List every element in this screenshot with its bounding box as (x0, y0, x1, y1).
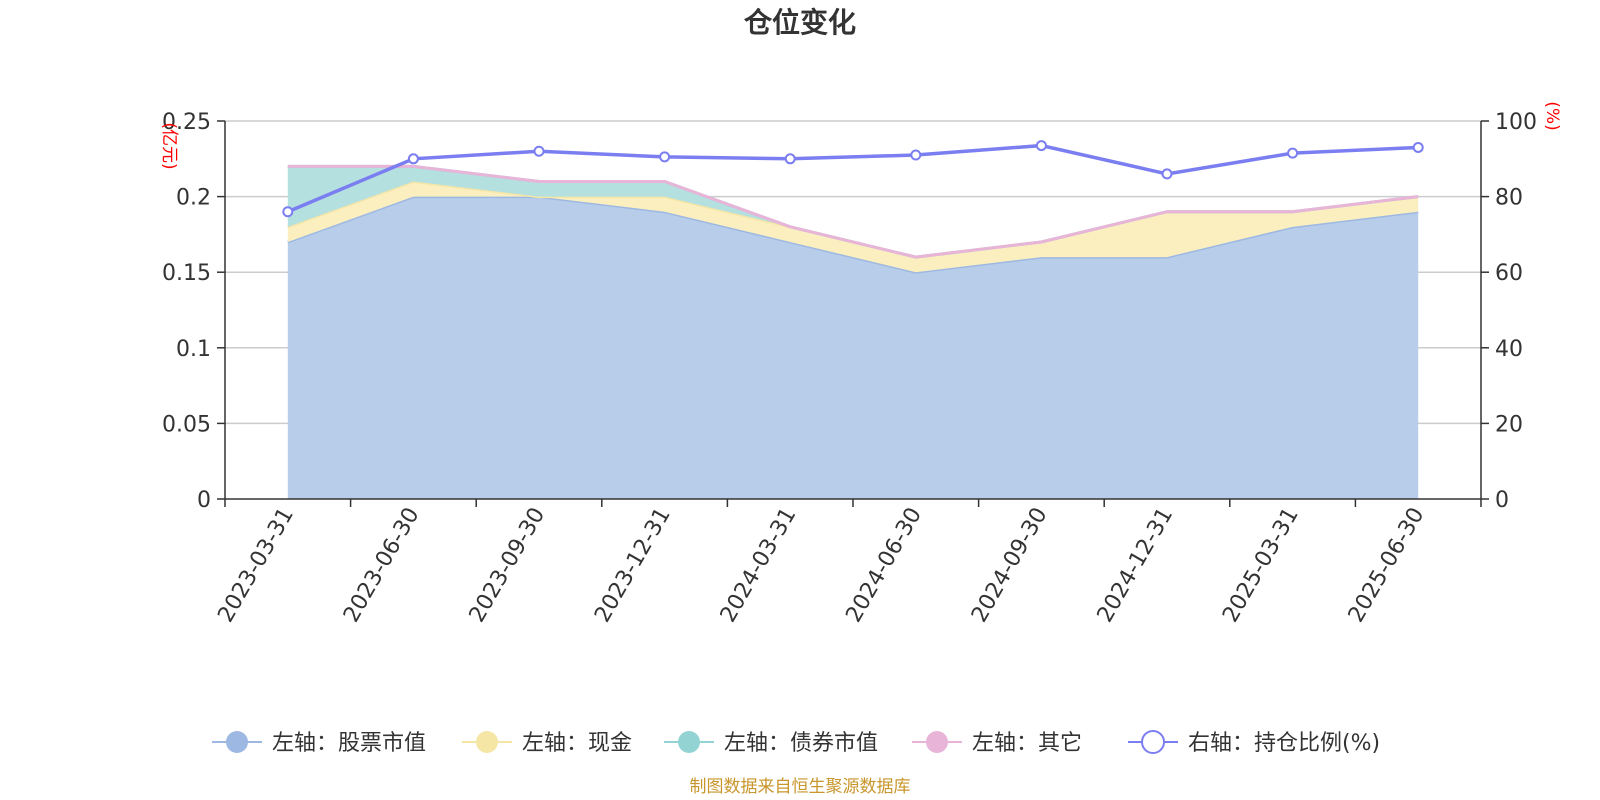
legend-marker-3 (678, 731, 700, 753)
legend-marker-2 (476, 731, 498, 753)
x-tick-label: 2023-12-31 (590, 504, 676, 627)
right-axis-unit: (%) (1542, 101, 1562, 130)
source-note: 制图数据来自恒生聚源数据库 (690, 777, 911, 797)
right-tick-label: 40 (1495, 337, 1523, 362)
x-tick-label: 2023-03-31 (213, 504, 299, 627)
legend-label-2: 左轴：现金 (522, 731, 632, 756)
right-tick-label: 60 (1495, 261, 1523, 286)
right-tick-label: 0 (1495, 488, 1509, 513)
ratio-point (1035, 140, 1047, 152)
ratio-point (1287, 147, 1299, 159)
legend-label-3: 左轴：债券市值 (724, 731, 878, 756)
ratio-point (533, 145, 545, 157)
x-tick-label: 2024-12-31 (1093, 504, 1179, 627)
x-tick-label: 2025-03-31 (1218, 504, 1304, 627)
left-tick-label: 0.05 (162, 412, 211, 437)
legend: 左轴：股票市值 左轴：现金 左轴：债券市值 左轴：其它 右轴：持仓比例(%) (212, 730, 1380, 756)
legend-marker-4 (926, 731, 948, 753)
ratio-point (1161, 168, 1173, 180)
right-tick-label: 100 (1495, 110, 1537, 135)
chart-title: 仓位变化 (744, 6, 856, 39)
right-tick-label: 80 (1495, 186, 1523, 211)
left-tick-label: 0.25 (162, 110, 211, 135)
legend-label-1: 左轴：股票市值 (272, 731, 426, 756)
left-tick-label: 0.15 (162, 261, 211, 286)
left-tick-label: 0.2 (176, 186, 211, 211)
ratio-point (910, 149, 922, 161)
ratio-point (1412, 141, 1424, 153)
x-tick-label: 2024-09-30 (967, 504, 1053, 627)
legend-label-4: 左轴：其它 (972, 731, 1082, 756)
x-tick-label: 2024-03-31 (716, 504, 802, 627)
area-3 (287, 166, 1419, 258)
right-tick-label: 20 (1495, 412, 1523, 437)
left-tick-label: 0.1 (176, 337, 211, 362)
x-tick-label: 2024-06-30 (841, 504, 927, 627)
x-tick-label: 2023-06-30 (339, 504, 425, 627)
position-ratio-line (282, 140, 1424, 218)
area-2 (287, 181, 1419, 273)
x-tick-label: 2023-09-30 (465, 504, 551, 627)
legend-marker-1 (226, 731, 248, 753)
ratio-point (407, 153, 419, 165)
legend-label-5: 右轴：持仓比例(%) (1188, 731, 1380, 756)
ratio-point (659, 151, 671, 163)
left-tick-label: 0 (197, 488, 211, 513)
legend-marker-5 (1141, 730, 1165, 754)
ratio-line-path (287, 143, 1419, 214)
area-edge-4 (287, 164, 1419, 259)
ratio-point (282, 206, 294, 218)
area-1 (287, 196, 1419, 499)
x-tick-label: 2025-06-30 (1344, 504, 1430, 627)
left-axis-unit: (亿元) (159, 122, 179, 169)
ratio-point (784, 153, 796, 165)
stacked-areas (287, 164, 1419, 499)
